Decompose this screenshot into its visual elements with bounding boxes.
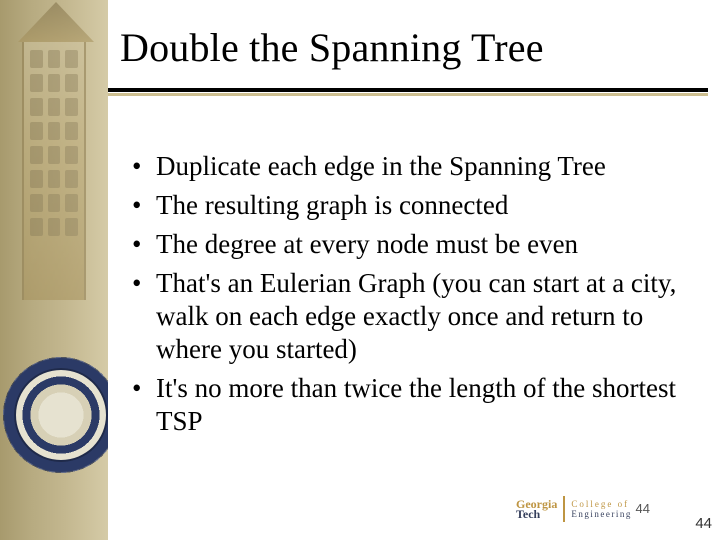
title-rule-dark xyxy=(108,88,708,92)
page-number-outer: 44 xyxy=(695,515,712,532)
logo-divider xyxy=(563,496,565,522)
page-number-inner: 44 xyxy=(636,501,650,516)
bullet-item: The degree at every node must be even xyxy=(132,228,690,261)
bullet-item: Duplicate each edge in the Spanning Tree xyxy=(132,150,690,183)
bullet-item: The resulting graph is connected xyxy=(132,189,690,222)
tower-windows xyxy=(30,50,78,290)
coe-line1: College of xyxy=(571,499,632,509)
coe-line2: Engineering xyxy=(571,509,632,519)
tower-graphic xyxy=(22,40,86,300)
left-decorative-band xyxy=(0,0,108,540)
slide-body: Duplicate each edge in the Spanning Tree… xyxy=(132,150,690,444)
bullet-item: It's no more than twice the length of th… xyxy=(132,372,690,438)
bullet-item: That's an Eulerian Graph (you can start … xyxy=(132,267,690,366)
gt-wordmark: Georgia Tech xyxy=(516,498,557,520)
slide-title: Double the Spanning Tree xyxy=(120,24,696,71)
college-wordmark: College of Engineering xyxy=(571,499,632,519)
institute-seal xyxy=(4,358,108,472)
title-rule-gold xyxy=(108,93,708,96)
slide: Double the Spanning Tree Duplicate each … xyxy=(0,0,720,540)
bullet-list: Duplicate each edge in the Spanning Tree… xyxy=(132,150,690,438)
